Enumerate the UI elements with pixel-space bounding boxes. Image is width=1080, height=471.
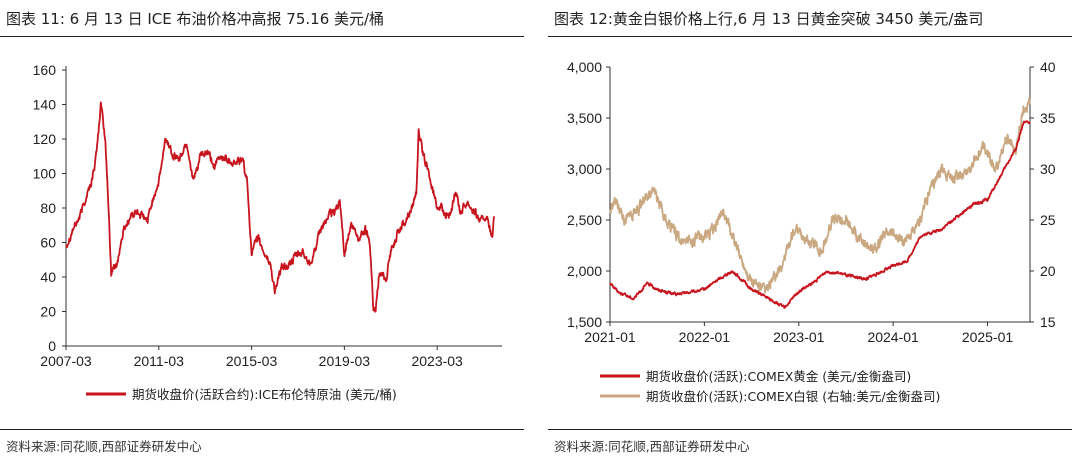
y-tick-label: 80 [40, 200, 56, 216]
chart-panel-brent: 图表 11: 6 月 13 日 ICE 布油价格冲高报 75.16 美元/桶 0… [0, 0, 532, 471]
x-tick-label: 2019-03 [319, 353, 371, 369]
y-right-tick-label: 25 [1040, 212, 1056, 228]
y-tick-label: 100 [33, 166, 57, 182]
y-right-tick-label: 35 [1040, 110, 1056, 126]
y-right-tick-label: 15 [1040, 314, 1056, 330]
y-right-tick-label: 40 [1040, 59, 1056, 75]
y-tick-label: 60 [40, 235, 56, 251]
y-left-tick-label: 3,500 [567, 110, 602, 126]
y-tick-label: 20 [40, 304, 56, 320]
x-tick-label: 2007-03 [40, 353, 92, 369]
title-rule [0, 36, 524, 37]
y-left-tick-label: 3,000 [567, 161, 602, 177]
title-rule [548, 36, 1072, 37]
y-left-tick-label: 2,500 [567, 212, 602, 228]
chart-panel-gold-silver: 图表 12:黄金白银价格上行,6 月 13 日黄金突破 3450 美元/盎司 1… [548, 0, 1080, 471]
source-note-gold-silver: 资料来源:同花顺,西部证券研发中心 [554, 439, 750, 454]
y-right-tick-label: 20 [1040, 263, 1056, 279]
source-rule [0, 429, 524, 430]
y-tick-label: 40 [40, 269, 56, 285]
brent-chart-svg: 0 20 40 60 80 100 120 140 160 2007-03 2011-03 2015-… [33, 62, 502, 402]
x-tick-label: 2024-01 [867, 329, 919, 345]
brent-price-line [65, 101, 495, 313]
y-tick-label: 120 [33, 131, 57, 147]
y-tick-label: 160 [33, 62, 57, 78]
x-tick-label: 2025-01 [962, 329, 1014, 345]
chart-title-gold-silver: 图表 12:黄金白银价格上行,6 月 13 日黄金突破 3450 美元/盎司 [554, 10, 984, 28]
source-note-brent: 资料来源:同花顺,西部证券研发中心 [6, 439, 202, 454]
legend-label-brent: 期货收盘价(活跃合约):ICE布伦特原油 (美元/桶) [132, 387, 397, 402]
gold-silver-chart-svg: 1,500 2,000 2,500 3,000 3,500 4,000 15 20 25 30 35… [567, 59, 1056, 404]
x-tick-label: 2011-03 [134, 353, 185, 369]
y-tick-label: 140 [33, 97, 57, 113]
chart-title-brent: 图表 11: 6 月 13 日 ICE 布油价格冲高报 75.16 美元/桶 [6, 10, 385, 28]
y-left-tick-label: 1,500 [567, 314, 602, 330]
y-tick-label: 0 [48, 338, 56, 354]
x-tick-label: 2022-01 [679, 329, 731, 345]
silver-price-line [609, 97, 1031, 294]
legend-label-gold: 期货收盘价(活跃):COMEX黄金 (美元/金衡盎司) [646, 369, 911, 384]
x-tick-label: 2015-03 [226, 353, 278, 369]
x-tick-label: 2023-01 [773, 329, 825, 345]
x-tick-label: 2021-01 [584, 329, 636, 345]
y-right-tick-label: 30 [1040, 161, 1056, 177]
x-tick-label: 2023-03 [411, 353, 463, 369]
source-rule [548, 429, 1072, 430]
gold-price-line [609, 120, 1031, 309]
y-left-tick-label: 4,000 [567, 59, 602, 75]
legend-label-silver: 期货收盘价(活跃):COMEX白银 (右轴:美元/金衡盎司) [646, 389, 940, 404]
y-left-tick-label: 2,000 [567, 263, 602, 279]
